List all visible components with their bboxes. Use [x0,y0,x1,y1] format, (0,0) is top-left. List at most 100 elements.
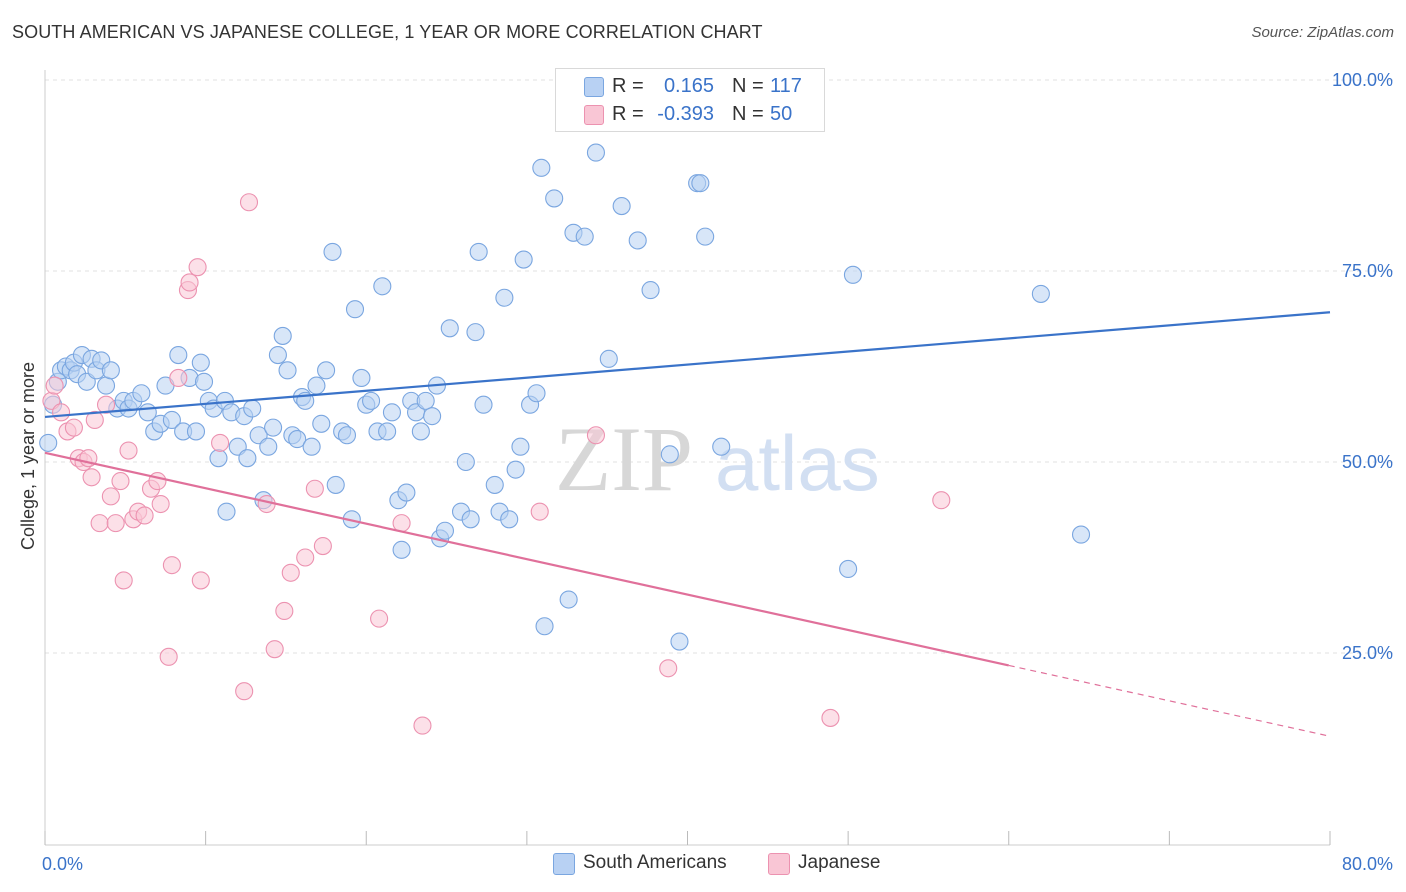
south-americans-point [575,227,594,246]
south-americans-point [466,323,485,342]
south-americans-point [243,399,262,418]
japanese-point [169,368,188,388]
chart-title: SOUTH AMERICAN VS JAPANESE COLLEGE, 1 YE… [12,22,763,42]
japanese-point [235,682,254,701]
japanese-point [101,487,120,506]
south-americans-point [397,483,416,502]
south-americans-point [268,345,287,365]
japanese-point [85,410,104,430]
south-americans-point [259,437,278,456]
correlation-legend: R = 0.165 N = 117 R = -0.393 N = 50 [555,68,825,132]
japanese-point [191,571,210,590]
south-americans-point [194,372,214,391]
south-americans-point [586,143,605,162]
south-americans-point [378,422,397,441]
south-americans-point [352,368,371,388]
south-americans-point [514,250,533,269]
south-americans-point [382,403,402,422]
japanese-swatch [584,105,604,125]
south-americans-point [628,231,647,250]
south-americans-point [345,300,365,319]
south-americans-point [209,449,228,468]
japanese-point [111,472,130,491]
south-americans-point [532,158,551,177]
japanese-point [305,479,324,498]
japanese-point [211,433,230,452]
south-americans-point [132,384,151,403]
japanese-point [239,193,259,212]
south-americans-point [461,510,480,529]
south-americans-point [323,242,342,261]
japanese-point [162,556,181,575]
japanese-point [151,494,170,514]
south-americans-point [691,174,710,193]
south-americans-point [326,475,345,494]
south-americans-point [456,452,475,472]
japanese-point [90,514,109,533]
south-americans-point [511,437,530,456]
south-americans-point [545,189,564,208]
south-americans-point [191,353,210,372]
south-americans-point [337,426,357,445]
south-americans-point [392,540,411,559]
south-americans-point [696,227,715,246]
japanese-point [188,258,207,277]
japanese-point [313,536,332,556]
japanese-point [64,418,83,437]
south-americans-point [302,437,321,456]
japanese-point [45,376,64,395]
south-americans-point [670,632,689,651]
south-americans-point [317,361,336,380]
south-americans-point [373,277,392,296]
japanese-point [659,659,678,678]
japanese-point [275,601,294,621]
japanese-point [114,571,133,590]
south-americans-point [278,361,297,380]
n-value-south-americans: 117 [770,75,802,97]
south-americans-point [162,410,181,430]
legend-row-japanese: R = -0.393 N = 50 [556,101,824,129]
south-americans-point [411,422,430,441]
japanese-point [586,426,605,445]
y-axis-label: College, 1 year or more [18,362,38,550]
south-americans-point [843,265,862,284]
south-americans-point [599,349,618,368]
watermark-atlas: atlas [715,419,880,507]
south-americans-point [186,422,206,441]
japanese-point [159,647,178,666]
japanese-point [530,502,549,521]
south-americans-point [485,475,504,494]
south-americans-point [500,510,519,529]
tick-labels: 25.0% 50.0% 75.0% 100.0% 0.0% 80.0% [42,70,1393,874]
y-tick-label: 25.0% [1342,643,1393,663]
south-americans-point [362,391,381,410]
trend-lines [44,311,1331,737]
south-americans-point [169,345,188,365]
japanese-point [106,514,125,533]
gridlines [45,79,1395,654]
south-americans-point [238,449,257,468]
r-value-japanese: -0.393 [657,103,714,125]
south-americans-point [96,376,116,395]
r-label: R = [612,75,644,97]
legend-row-south-americans: R = 0.165 N = 117 [556,73,824,101]
south-americans-point [839,559,858,579]
south-americans-trend-line [44,311,1331,419]
south-americans-point [217,502,236,521]
japanese-point [296,548,315,567]
n-label: N = [732,103,764,125]
south-americans-point [660,445,679,464]
japanese-legend-label: Japanese [798,852,881,873]
south-americans-point [435,521,455,540]
south-americans-point [506,460,525,479]
japanese-point [96,395,116,414]
r-label: R = [612,103,644,125]
n-label: N = [732,75,764,97]
x-tick-label: 80.0% [1342,854,1393,874]
japanese-point [135,506,154,525]
data-points [39,143,1091,735]
south-americans-point [416,391,435,410]
axes [44,70,1331,846]
japanese-trend-line-extension [1008,664,1331,737]
south-americans-point [440,319,459,338]
